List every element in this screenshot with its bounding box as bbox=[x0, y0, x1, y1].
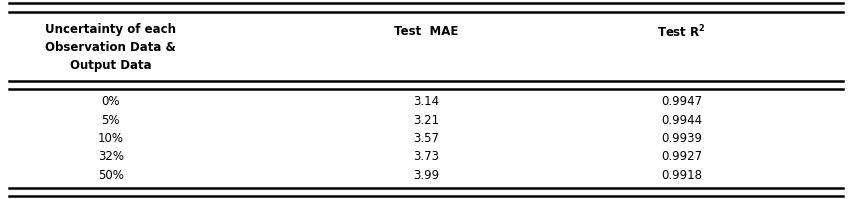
Text: Test  MAE: Test MAE bbox=[394, 25, 458, 38]
Text: 0.9927: 0.9927 bbox=[661, 150, 702, 163]
Text: 3.57: 3.57 bbox=[413, 132, 439, 145]
Text: 10%: 10% bbox=[98, 132, 124, 145]
Text: 3.14: 3.14 bbox=[413, 95, 439, 108]
Text: 3.73: 3.73 bbox=[413, 150, 439, 163]
Text: 0.9939: 0.9939 bbox=[661, 132, 702, 145]
Text: Uncertainty of each
Observation Data &
Output Data: Uncertainty of each Observation Data & O… bbox=[45, 23, 176, 72]
Text: 0.9918: 0.9918 bbox=[661, 169, 702, 182]
Text: 32%: 32% bbox=[98, 150, 124, 163]
Text: Test R$^{\mathbf{2}}$: Test R$^{\mathbf{2}}$ bbox=[657, 23, 706, 40]
Text: 0%: 0% bbox=[101, 95, 120, 108]
Text: 3.99: 3.99 bbox=[413, 169, 439, 182]
Text: 5%: 5% bbox=[101, 114, 120, 127]
Text: 50%: 50% bbox=[98, 169, 124, 182]
Text: 0.9947: 0.9947 bbox=[661, 95, 702, 108]
Text: 0.9944: 0.9944 bbox=[661, 114, 702, 127]
Text: 3.21: 3.21 bbox=[413, 114, 439, 127]
